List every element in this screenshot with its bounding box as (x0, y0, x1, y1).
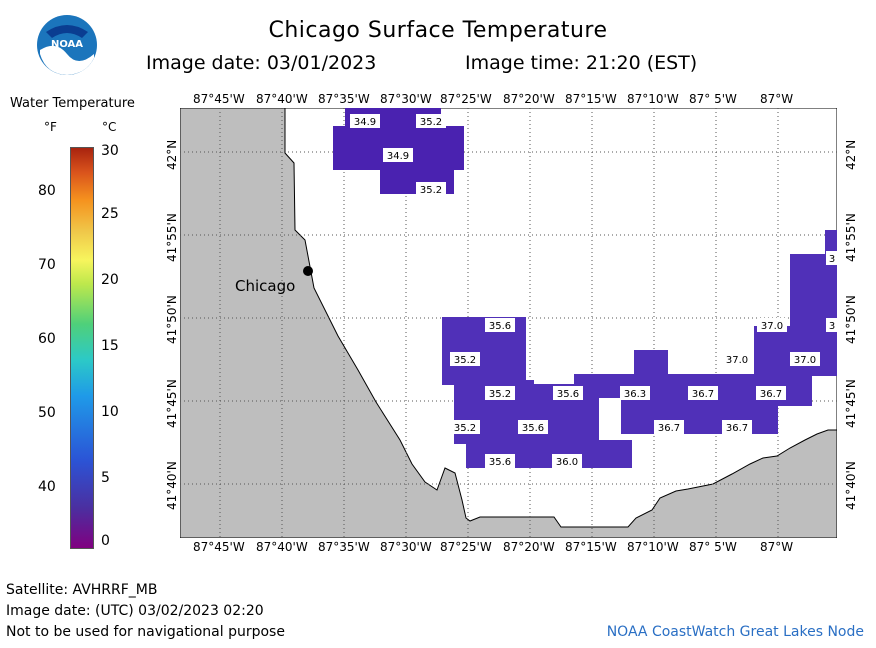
lat-right-41-55: 41°55'N (844, 213, 858, 262)
lon-bottom-87-40: 87°40'W (256, 540, 308, 554)
utc-date: Image date: (UTC) 03/02/2023 02:20 (6, 603, 264, 619)
temp-label: 35.6 (489, 321, 511, 332)
lon-bottom-87-35: 87°35'W (318, 540, 370, 554)
temp-label: 36.3 (624, 389, 646, 400)
temp-label: 37.0 (761, 321, 783, 332)
f-tick-50: 50 (38, 405, 56, 421)
lat-left-42: 42°N (165, 139, 179, 170)
unit-fahrenheit: °F (44, 120, 57, 134)
page-title: Chicago Surface Temperature (268, 18, 608, 43)
lon-top-87-40: 87°40'W (256, 92, 308, 106)
lat-left-41-55: 41°55'N (165, 213, 179, 262)
f-tick-80: 80 (38, 183, 56, 199)
temp-label: 36.7 (692, 389, 714, 400)
lon-top-87-45: 87°45'W (193, 92, 245, 106)
map-panel[interactable]: Chicago 34.9 35.2 34.9 35.2 35.6 35.2 35… (180, 108, 837, 538)
temperature-colorbar (70, 147, 94, 549)
temp-label: 35.6 (522, 423, 544, 434)
temp-label: 37.0 (726, 355, 748, 366)
temp-label: 35.2 (420, 117, 442, 128)
temp-label: 36.7 (760, 389, 782, 400)
f-tick-40: 40 (38, 479, 56, 495)
credit-link[interactable]: NOAA CoastWatch Great Lakes Node (606, 624, 864, 640)
temp-label: 3 (829, 321, 835, 332)
temp-label: 35.6 (557, 389, 579, 400)
temp-cluster-south (442, 230, 837, 468)
temp-label: 34.9 (354, 117, 376, 128)
lat-left-41-40: 41°40'N (165, 461, 179, 510)
lon-bottom-87-25: 87°25'W (440, 540, 492, 554)
noaa-logo: NOAA (36, 14, 98, 76)
lat-right-41-40: 41°40'N (844, 461, 858, 510)
unit-celsius: °C (102, 120, 117, 134)
image-time: Image time: 21:20 (EST) (465, 52, 698, 74)
lon-top-87-35: 87°35'W (318, 92, 370, 106)
c-tick-10: 10 (101, 404, 119, 420)
lon-top-87-10: 87°10'W (627, 92, 679, 106)
lon-bottom-87-15: 87°15'W (565, 540, 617, 554)
satellite-info: Satellite: AVHRRF_MB (6, 582, 158, 598)
f-tick-70: 70 (38, 257, 56, 273)
lon-bottom-87-45: 87°45'W (193, 540, 245, 554)
disclaimer: Not to be used for navigational purpose (6, 624, 285, 640)
image-date: Image date: 03/01/2023 (146, 52, 377, 74)
temperature-labels: 34.9 35.2 34.9 35.2 35.6 35.2 35.2 35.6 … (350, 114, 837, 468)
f-tick-60: 60 (38, 331, 56, 347)
lon-bottom-87-00: 87°W (760, 540, 794, 554)
chicago-label: Chicago (235, 277, 295, 295)
lon-top-87-20: 87°20'W (503, 92, 555, 106)
lon-bottom-87-10: 87°10'W (627, 540, 679, 554)
lon-top-87-25: 87°25'W (440, 92, 492, 106)
lon-top-87-15: 87°15'W (565, 92, 617, 106)
temp-label: 35.2 (454, 423, 476, 434)
lon-top-87-00: 87°W (760, 92, 794, 106)
temp-label: 37.0 (794, 355, 816, 366)
c-tick-0: 0 (101, 533, 110, 549)
temp-label: 35.2 (420, 185, 442, 196)
temp-label: 35.6 (489, 457, 511, 468)
temp-label: 36.7 (726, 423, 748, 434)
temp-label: 35.2 (454, 355, 476, 366)
lat-left-41-45: 41°45'N (165, 379, 179, 428)
land-west (180, 108, 837, 538)
lat-right-41-45: 41°45'N (844, 379, 858, 428)
c-tick-25: 25 (101, 206, 119, 222)
lon-top-87-30: 87°30'W (380, 92, 432, 106)
chicago-marker (303, 266, 313, 276)
c-tick-20: 20 (101, 272, 119, 288)
temp-label: 35.2 (489, 389, 511, 400)
lat-right-42: 42°N (844, 139, 858, 170)
c-tick-30: 30 (101, 143, 119, 159)
lon-bottom-87-05: 87° 5'W (689, 540, 737, 554)
c-tick-5: 5 (101, 470, 110, 486)
temp-label: 36.0 (556, 457, 578, 468)
lon-bottom-87-20: 87°20'W (503, 540, 555, 554)
lon-top-87-05: 87° 5'W (689, 92, 737, 106)
temp-label: 36.7 (658, 423, 680, 434)
c-tick-15: 15 (101, 338, 119, 354)
cloud-gap (599, 398, 621, 434)
temp-label: 34.9 (387, 151, 409, 162)
temp-label: 3 (829, 254, 835, 265)
lat-right-41-50: 41°50'N (844, 295, 858, 344)
lat-left-41-50: 41°50'N (165, 295, 179, 344)
logo-text: NOAA (51, 39, 83, 50)
lon-bottom-87-30: 87°30'W (380, 540, 432, 554)
legend-title: Water Temperature (10, 96, 135, 111)
